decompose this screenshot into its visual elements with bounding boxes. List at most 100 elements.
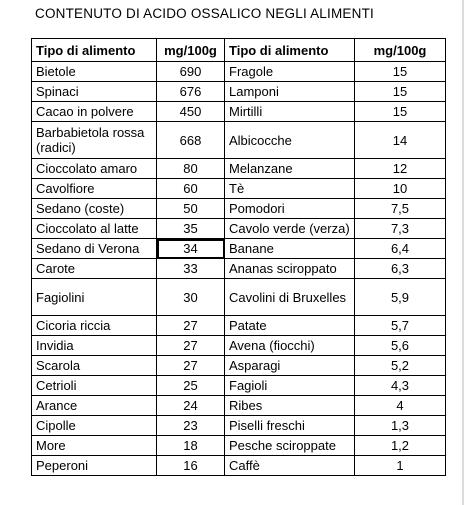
food-cell-left[interactable]: More bbox=[31, 435, 157, 456]
value-cell-left[interactable]: 18 bbox=[156, 435, 225, 456]
table-row: Cavolfiore 60 Tè 10 bbox=[31, 178, 446, 199]
food-cell-left[interactable]: Cavolfiore bbox=[31, 178, 157, 199]
value-cell-left[interactable]: 27 bbox=[156, 315, 225, 336]
food-cell-right[interactable]: Fragole bbox=[224, 61, 355, 82]
table-row: Cipolle 23 Piselli freschi 1,3 bbox=[31, 415, 446, 436]
header-food-type-right[interactable]: Tipo di alimento bbox=[224, 38, 355, 62]
table-row: Sedano (coste) 50 Pomodori 7,5 bbox=[31, 198, 446, 219]
value-cell-right[interactable]: 10 bbox=[354, 178, 446, 199]
value-cell-right[interactable]: 4,3 bbox=[354, 375, 446, 396]
food-cell-left[interactable]: Sedano (coste) bbox=[31, 198, 157, 219]
food-cell-left[interactable]: Bietole bbox=[31, 61, 157, 82]
value-cell-right[interactable]: 1 bbox=[354, 455, 446, 476]
selected-value-cell[interactable]: 34 bbox=[156, 238, 225, 259]
food-cell-right[interactable]: Lamponi bbox=[224, 81, 355, 102]
food-cell-right[interactable]: Albicocche bbox=[224, 121, 355, 159]
food-cell-right[interactable]: Asparagi bbox=[224, 355, 355, 376]
food-cell-left[interactable]: Barbabietola rossa (radici) bbox=[31, 121, 157, 159]
table-row: Bietole 690 Fragole 15 bbox=[31, 61, 446, 82]
value-cell-right[interactable]: 7,5 bbox=[354, 198, 446, 219]
food-cell-left[interactable]: Cacao in polvere bbox=[31, 101, 157, 122]
value-cell-right[interactable]: 5,2 bbox=[354, 355, 446, 376]
value-cell-right[interactable]: 15 bbox=[354, 81, 446, 102]
food-cell-right[interactable]: Melanzane bbox=[224, 158, 355, 179]
value-cell-left[interactable]: 23 bbox=[156, 415, 225, 436]
value-cell-right[interactable]: 14 bbox=[354, 121, 446, 159]
value-cell-right[interactable]: 5,7 bbox=[354, 315, 446, 336]
value-cell-left[interactable]: 690 bbox=[156, 61, 225, 82]
value-cell-left[interactable]: 676 bbox=[156, 81, 225, 102]
oxalic-acid-table: Tipo di alimento mg/100g Tipo di aliment… bbox=[31, 38, 446, 476]
food-cell-left[interactable]: Scarola bbox=[31, 355, 157, 376]
value-cell-left[interactable]: 24 bbox=[156, 395, 225, 416]
window-edge-divider bbox=[462, 0, 464, 505]
table-row: Barbabietola rossa (radici) 668 Albicocc… bbox=[31, 121, 446, 159]
table-row: Cioccolato al latte 35 Cavolo verde (ver… bbox=[31, 218, 446, 239]
value-cell-right[interactable]: 5,6 bbox=[354, 335, 446, 356]
food-cell-left[interactable]: Carote bbox=[31, 258, 157, 279]
value-cell-right[interactable]: 6,3 bbox=[354, 258, 446, 279]
value-cell-left[interactable]: 35 bbox=[156, 218, 225, 239]
table-row: Spinaci 676 Lamponi 15 bbox=[31, 81, 446, 102]
food-cell-left[interactable]: Cioccolato al latte bbox=[31, 218, 157, 239]
food-cell-right[interactable]: Banane bbox=[224, 238, 355, 259]
food-cell-right[interactable]: Avena (fiocchi) bbox=[224, 335, 355, 356]
table-row: Cioccolato amaro 80 Melanzane 12 bbox=[31, 158, 446, 179]
value-cell-left[interactable]: 80 bbox=[156, 158, 225, 179]
header-food-type-left[interactable]: Tipo di alimento bbox=[31, 38, 157, 62]
value-cell-left[interactable]: 30 bbox=[156, 278, 225, 316]
food-cell-right[interactable]: Cavolini di Bruxelles bbox=[224, 278, 355, 316]
value-cell-left[interactable]: 27 bbox=[156, 335, 225, 356]
value-cell-left[interactable]: 60 bbox=[156, 178, 225, 199]
food-cell-left[interactable]: Cipolle bbox=[31, 415, 157, 436]
food-cell-right[interactable]: Fagioli bbox=[224, 375, 355, 396]
header-mg-right[interactable]: mg/100g bbox=[354, 38, 446, 62]
food-cell-left[interactable]: Invidia bbox=[31, 335, 157, 356]
value-cell-right[interactable]: 15 bbox=[354, 101, 446, 122]
value-cell-right[interactable]: 1,2 bbox=[354, 435, 446, 456]
table-row: Invidia 27 Avena (fiocchi) 5,6 bbox=[31, 335, 446, 356]
food-cell-right[interactable]: Mirtilli bbox=[224, 101, 355, 122]
food-cell-left[interactable]: Peperoni bbox=[31, 455, 157, 476]
value-cell-right[interactable]: 15 bbox=[354, 61, 446, 82]
food-cell-right[interactable]: Ananas sciroppato bbox=[224, 258, 355, 279]
table-row: Arance 24 Ribes 4 bbox=[31, 395, 446, 416]
food-cell-right[interactable]: Ribes bbox=[224, 395, 355, 416]
value-cell-left[interactable]: 27 bbox=[156, 355, 225, 376]
table-row: Peperoni 16 Caffè 1 bbox=[31, 455, 446, 476]
table-row: Sedano di Verona 34 Banane 6,4 bbox=[31, 238, 446, 259]
food-cell-right[interactable]: Patate bbox=[224, 315, 355, 336]
value-cell-right[interactable]: 5,9 bbox=[354, 278, 446, 316]
food-cell-right[interactable]: Cavolo verde (verza) bbox=[224, 218, 355, 239]
food-cell-right[interactable]: Pesche sciroppate bbox=[224, 435, 355, 456]
table-header-row: Tipo di alimento mg/100g Tipo di aliment… bbox=[31, 38, 446, 62]
table-row: More 18 Pesche sciroppate 1,2 bbox=[31, 435, 446, 456]
food-cell-left[interactable]: Spinaci bbox=[31, 81, 157, 102]
value-cell-right[interactable]: 7,3 bbox=[354, 218, 446, 239]
food-cell-right[interactable]: Tè bbox=[224, 178, 355, 199]
food-cell-right[interactable]: Piselli freschi bbox=[224, 415, 355, 436]
table-row: Fagiolini 30 Cavolini di Bruxelles 5,9 bbox=[31, 278, 446, 316]
food-cell-left[interactable]: Arance bbox=[31, 395, 157, 416]
food-cell-left[interactable]: Sedano di Verona bbox=[31, 238, 157, 259]
table-row: Carote 33 Ananas sciroppato 6,3 bbox=[31, 258, 446, 279]
food-cell-left[interactable]: Cetrioli bbox=[31, 375, 157, 396]
food-cell-left[interactable]: Cioccolato amaro bbox=[31, 158, 157, 179]
value-cell-left[interactable]: 668 bbox=[156, 121, 225, 159]
value-cell-left[interactable]: 33 bbox=[156, 258, 225, 279]
table-title: CONTENUTO DI ACIDO OSSALICO NEGLI ALIMEN… bbox=[35, 6, 374, 21]
value-cell-right[interactable]: 12 bbox=[354, 158, 446, 179]
value-cell-left[interactable]: 50 bbox=[156, 198, 225, 219]
value-cell-left[interactable]: 450 bbox=[156, 101, 225, 122]
value-cell-right[interactable]: 1,3 bbox=[354, 415, 446, 436]
header-mg-left[interactable]: mg/100g bbox=[156, 38, 225, 62]
value-cell-right[interactable]: 6,4 bbox=[354, 238, 446, 259]
value-cell-left[interactable]: 16 bbox=[156, 455, 225, 476]
table-row: Cacao in polvere 450 Mirtilli 15 bbox=[31, 101, 446, 122]
food-cell-left[interactable]: Fagiolini bbox=[31, 278, 157, 316]
value-cell-right[interactable]: 4 bbox=[354, 395, 446, 416]
food-cell-right[interactable]: Caffè bbox=[224, 455, 355, 476]
food-cell-right[interactable]: Pomodori bbox=[224, 198, 355, 219]
food-cell-left[interactable]: Cicoria riccia bbox=[31, 315, 157, 336]
value-cell-left[interactable]: 25 bbox=[156, 375, 225, 396]
